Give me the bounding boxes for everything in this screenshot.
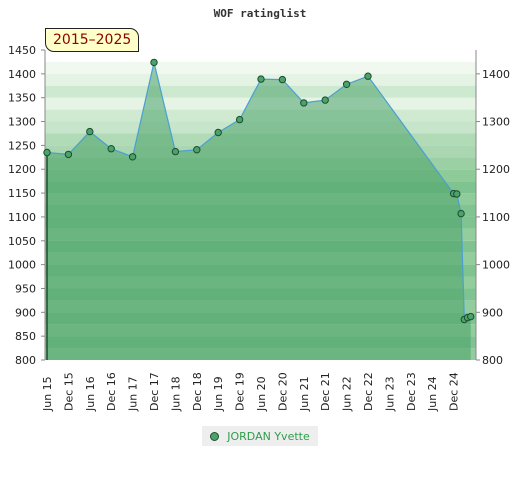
x-tick-label: Dec 21: [319, 372, 332, 411]
y-tick-label-left: 1350: [8, 92, 36, 105]
x-tick-label: Dec 20: [276, 372, 289, 411]
x-tick-label: Jun 16: [84, 376, 97, 412]
y-tick-label-left: 1450: [8, 44, 36, 57]
data-point: [467, 312, 475, 321]
data-point: [342, 80, 351, 89]
y-tick-label-right: 1400: [482, 68, 510, 81]
data-point: [278, 75, 287, 84]
x-tick-label: Jun 20: [255, 376, 268, 412]
x-tick-label: Jun 21: [298, 376, 311, 412]
y-tick-label-left: 1050: [8, 235, 36, 248]
data-point: [457, 209, 465, 218]
area-fill: [47, 62, 471, 361]
data-point: [171, 147, 180, 156]
data-point: [107, 145, 115, 153]
data-point: [364, 72, 372, 80]
period-label: 2015–2025: [45, 28, 140, 52]
y-tick-label-left: 1250: [8, 139, 36, 152]
x-tick-label: Dec 22: [362, 372, 375, 411]
y-tick-label-left: 900: [15, 306, 36, 319]
data-point: [321, 96, 329, 104]
x-tick-label: Dec 16: [105, 372, 118, 411]
y-tick-label-right: 1000: [482, 259, 510, 272]
x-tick-label: Jun 17: [127, 376, 140, 412]
x-tick-label: Jun 18: [169, 376, 182, 412]
x-tick-label: Dec 24: [448, 372, 461, 411]
data-point: [257, 75, 265, 83]
x-tick-label: Dec 18: [191, 372, 204, 411]
data-point: [86, 127, 94, 136]
data-point: [193, 146, 201, 154]
x-tick-label: Dec 19: [234, 372, 247, 411]
rating-area: [44, 50, 477, 361]
data-point: [214, 128, 222, 137]
y-tick-label-right: 1300: [482, 116, 510, 129]
x-tick-label: Jun 23: [383, 376, 396, 412]
band: [45, 61, 476, 74]
data-point: [64, 150, 73, 159]
x-tick-label: Jun 19: [212, 376, 225, 412]
chart-title: WOF ratinglist: [214, 7, 307, 20]
series-line: [46, 62, 471, 321]
rating-points: [43, 58, 475, 324]
legend[interactable]: JORDAN Yvette: [202, 426, 318, 446]
x-axis: Jun 15 Dec 15 Jun 16 Dec 16 Jun 17 Dec 17 Jun …: [41, 372, 461, 412]
data-point: [43, 148, 51, 157]
x-tick-label: Jun 15: [41, 376, 54, 412]
y-tick-label-left: 1400: [8, 68, 36, 81]
x-tick-label: Jun 22: [341, 376, 354, 412]
legend-marker: [210, 431, 220, 441]
data-point: [150, 58, 158, 67]
data-point: [453, 190, 461, 198]
y-tick-label-left: 950: [15, 282, 36, 295]
y-tick-label-left: 1300: [8, 116, 36, 129]
data-point: [235, 115, 244, 124]
y-tick-label-right: 900: [482, 306, 503, 319]
x-tick-label: Dec 17: [148, 372, 161, 411]
y-tick-label-left: 1150: [8, 187, 36, 200]
y-tick-label-right: 1200: [482, 163, 510, 176]
x-tick-label: Dec 15: [62, 372, 75, 411]
y-tick-label-left: 850: [15, 330, 36, 343]
y-tick-label-left: 800: [15, 354, 36, 367]
x-tick-label: Dec 23: [405, 372, 418, 411]
y-tick-label-right: 1100: [482, 211, 510, 224]
legend-label: JORDAN Yvette: [227, 429, 310, 443]
data-point: [128, 153, 137, 161]
data-point: [300, 99, 308, 107]
right-y-axis: 800 900 1000 1100 1200 1300 1400: [476, 68, 510, 367]
y-tick-label-left: 1000: [8, 259, 36, 272]
y-tick-label-right: 800: [482, 354, 503, 367]
x-tick-label: Jun 24: [426, 376, 439, 412]
band: [45, 50, 476, 62]
y-tick-label-left: 1100: [8, 211, 36, 224]
left-y-axis: 800 850 900 950 1000 1050 1100 1150 1200 1250 1300…: [8, 44, 45, 367]
y-tick-label-left: 1200: [8, 163, 36, 176]
